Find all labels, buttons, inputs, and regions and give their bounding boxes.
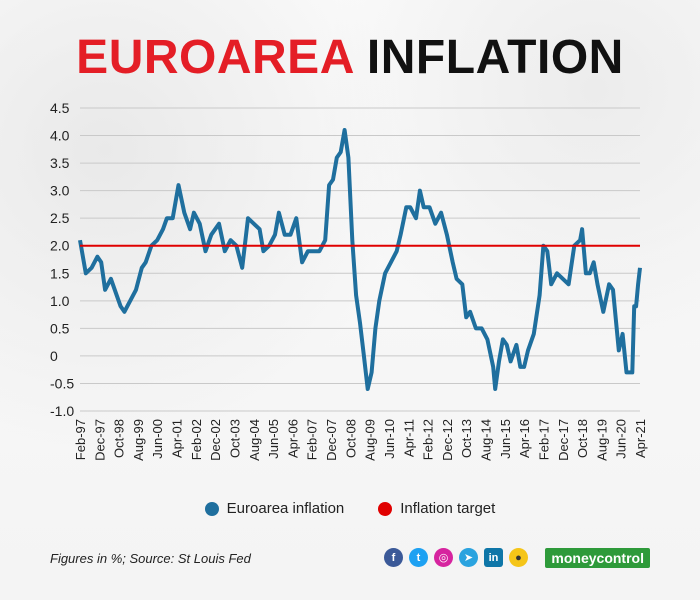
y-tick-label: 3.5 [50, 155, 70, 171]
x-tick-label: Dec-97 [92, 419, 107, 461]
x-tick-label: Apr-11 [401, 419, 416, 457]
koo-icon[interactable]: ● [509, 548, 528, 567]
legend-dot-target [378, 501, 393, 516]
x-tick-label: Oct-03 [227, 419, 242, 458]
x-tick-label: Aug-09 [363, 419, 378, 461]
y-axis-ticks: 4.5 4.0 3.5 3.0 2.5 2.0 1.5 1.0 0.5 0 -0.5 -1.0 [50, 100, 74, 419]
y-tick-label: 4.0 [50, 128, 70, 144]
x-tick-label: Aug-99 [131, 419, 146, 461]
x-tick-label: Apr-16 [517, 419, 532, 458]
linkedin-icon[interactable]: in [484, 548, 503, 567]
x-tick-label: Oct-13 [459, 419, 474, 458]
x-tick-label: Aug-19 [594, 419, 609, 461]
y-tick-label: 2.0 [50, 238, 70, 254]
brand-logo: moneycontrol [545, 548, 650, 568]
x-tick-label: Feb-12 [421, 419, 436, 460]
y-tick-label: -0.5 [50, 375, 74, 391]
y-tick-label: 3.0 [50, 183, 70, 199]
telegram-icon[interactable]: ➤ [459, 548, 478, 567]
x-tick-label: Oct-08 [343, 419, 358, 458]
x-tick-label: Feb-07 [305, 419, 320, 460]
y-tick-label: 0.5 [50, 320, 70, 336]
legend-dot-euroarea [204, 501, 219, 516]
title-part-inflation: INFLATION [366, 31, 624, 84]
instagram-icon[interactable]: ◎ [434, 548, 453, 567]
x-tick-label: Feb-97 [73, 419, 88, 460]
y-tick-label: 4.5 [50, 100, 70, 116]
chart-title: EUROAREA INFLATION [0, 30, 700, 86]
y-tick-label: 2.5 [50, 210, 70, 226]
x-tick-label: Feb-02 [189, 419, 204, 460]
x-tick-label: Feb-17 [536, 419, 551, 460]
facebook-icon[interactable]: f [384, 548, 403, 567]
y-tick-label: 0 [50, 348, 58, 364]
y-tick-label: 1.0 [50, 293, 70, 309]
x-tick-label: Dec-07 [324, 419, 339, 461]
x-tick-label: Apr-21 [633, 419, 648, 458]
grid-lines [80, 107, 640, 412]
legend-item-target: Inflation target [378, 500, 495, 517]
y-tick-label: -1.0 [50, 403, 74, 419]
legend: Euroarea inflation Inflation target [0, 500, 700, 517]
legend-item-euroarea: Euroarea inflation [204, 500, 345, 517]
x-tick-label: Dec-12 [440, 419, 455, 461]
x-tick-label: Jun-20 [614, 419, 629, 459]
x-tick-label: Jun-05 [266, 419, 281, 459]
x-tick-label: Jun-00 [150, 419, 165, 459]
x-tick-label: Dec-17 [556, 419, 571, 461]
x-tick-label: Aug-04 [247, 419, 262, 461]
x-axis-ticks: Feb-97 Dec-97 Oct-98 Aug-99 Jun-00 Apr-01 Feb-… [73, 419, 648, 461]
x-tick-label: Oct-18 [575, 419, 590, 458]
legend-label-target: Inflation target [400, 500, 496, 517]
x-tick-label: Apr-01 [170, 419, 185, 458]
x-tick-label: Dec-02 [208, 419, 223, 461]
series-line-euroarea-inflation [78, 128, 642, 391]
x-tick-label: Jun-10 [382, 419, 397, 459]
title-part-euroarea: EUROAREA [76, 31, 354, 84]
x-tick-label: Apr-06 [285, 419, 300, 458]
twitter-icon[interactable]: t [409, 548, 428, 567]
x-tick-label: Oct-98 [112, 419, 127, 458]
source-footnote: Figures in %; Source: St Louis Fed [50, 551, 251, 566]
social-icons: f t ◎ ➤ in ● [384, 548, 528, 567]
x-tick-label: Jun-15 [498, 419, 513, 459]
y-tick-label: 1.5 [50, 265, 70, 281]
legend-label-euroarea: Euroarea inflation [226, 500, 345, 517]
x-tick-label: Aug-14 [479, 419, 494, 461]
